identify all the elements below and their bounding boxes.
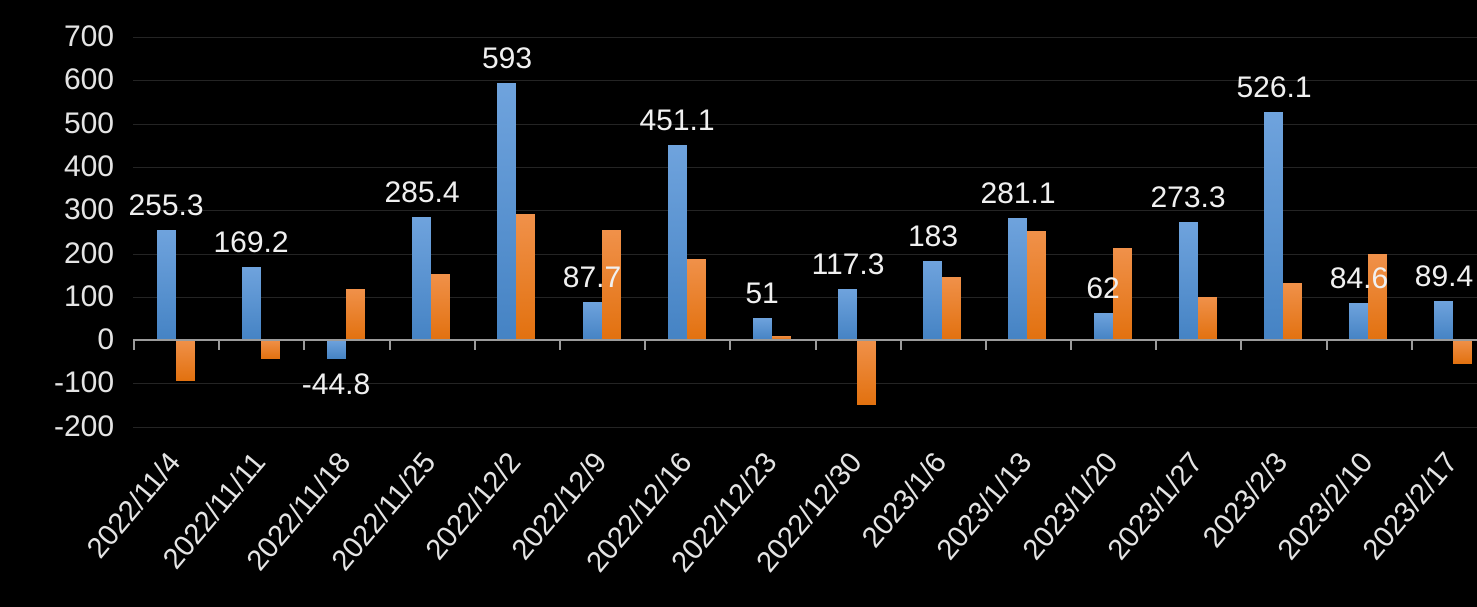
bar-value-label: 84.6 — [1329, 262, 1389, 295]
x-axis-tick — [644, 340, 646, 350]
y-axis-tick-label: 600 — [63, 63, 114, 96]
bar-blue[interactable] — [583, 302, 602, 340]
bar-value-label: 255.3 — [128, 189, 204, 222]
bar-blue[interactable] — [838, 289, 857, 340]
bar-value-label: 593 — [481, 42, 533, 75]
bar-orange[interactable] — [346, 289, 365, 340]
bar-orange[interactable] — [1113, 248, 1132, 340]
bar-orange[interactable] — [516, 214, 535, 340]
x-axis-tick — [729, 340, 731, 350]
x-axis-tick — [1070, 340, 1072, 350]
bar-chart[interactable]: 700 600 500 400 300 200 100 0 -100 -200 255.3 169.2… — [40, 16, 1477, 607]
bar-orange[interactable] — [602, 230, 621, 340]
bar-value-label: 117.3 — [811, 248, 885, 281]
y-axis-tick-label: 400 — [63, 150, 114, 183]
y-axis-tick-label: -100 — [53, 366, 114, 399]
y-gridline — [133, 427, 1477, 428]
bar-blue[interactable] — [1264, 112, 1283, 340]
bar-blue[interactable] — [497, 83, 516, 340]
bar-blue[interactable] — [412, 217, 431, 341]
bar-orange[interactable] — [261, 340, 280, 359]
bar-blue[interactable] — [1349, 303, 1368, 340]
bar-blue[interactable] — [242, 267, 261, 340]
x-axis-tick — [559, 340, 561, 350]
bar-value-label: 451.1 — [639, 104, 715, 137]
y-axis-tick-label: 0 — [97, 323, 114, 356]
bar-orange[interactable] — [1027, 231, 1046, 340]
y-axis-tick-label: -200 — [53, 410, 114, 443]
y-gridline — [133, 37, 1477, 38]
bar-blue[interactable] — [923, 261, 942, 340]
bar-value-label: 62 — [1086, 272, 1120, 305]
bar-value-label: 273.3 — [1150, 181, 1226, 214]
bar-orange[interactable] — [772, 336, 791, 340]
bar-value-label: 183 — [907, 220, 959, 253]
x-axis-tick — [218, 340, 220, 350]
x-axis-tick — [1240, 340, 1242, 350]
bar-orange[interactable] — [1368, 254, 1387, 341]
bar-value-label: 285.4 — [384, 176, 460, 209]
bar-orange[interactable] — [942, 277, 961, 340]
x-axis-tick — [133, 340, 135, 350]
bar-value-label: -44.8 — [301, 368, 371, 401]
bar-value-label: 51 — [745, 277, 779, 310]
x-axis-tick — [474, 340, 476, 350]
y-axis-tick-label: 300 — [63, 193, 114, 226]
bar-blue[interactable] — [327, 340, 346, 359]
bar-value-label: 89.4 — [1414, 260, 1474, 293]
bar-value-label: 281.1 — [980, 177, 1056, 210]
bar-value-label: 87.7 — [562, 261, 622, 294]
bar-orange[interactable] — [1453, 340, 1472, 364]
bar-value-label: 526.1 — [1236, 71, 1312, 104]
y-axis-tick-label: 700 — [63, 20, 114, 53]
x-axis-tick — [985, 340, 987, 350]
bar-orange[interactable] — [687, 259, 706, 340]
x-axis-tick — [303, 340, 305, 350]
bar-orange[interactable] — [176, 340, 195, 381]
bar-value-label: 169.2 — [213, 226, 289, 259]
x-axis-tick — [1155, 340, 1157, 350]
bar-orange[interactable] — [1198, 297, 1217, 340]
y-axis-tick-label: 500 — [63, 107, 114, 140]
x-axis-tick — [900, 340, 902, 350]
bar-orange[interactable] — [857, 340, 876, 405]
bar-blue[interactable] — [1434, 301, 1453, 340]
y-axis-tick-label: 200 — [63, 237, 114, 270]
x-axis-tick — [1326, 340, 1328, 350]
x-axis-tick — [389, 340, 391, 350]
x-axis-tick — [1411, 340, 1413, 350]
bar-blue[interactable] — [1094, 313, 1113, 340]
x-axis-line — [133, 339, 1477, 341]
bar-blue[interactable] — [668, 145, 687, 340]
bar-blue[interactable] — [753, 318, 772, 340]
bar-blue[interactable] — [1008, 218, 1027, 340]
bar-blue[interactable] — [1179, 222, 1198, 340]
bar-orange[interactable] — [431, 274, 450, 340]
bar-orange[interactable] — [1283, 283, 1302, 341]
bar-blue[interactable] — [157, 230, 176, 341]
x-axis-tick — [815, 340, 817, 350]
y-axis-tick-label: 100 — [63, 280, 114, 313]
